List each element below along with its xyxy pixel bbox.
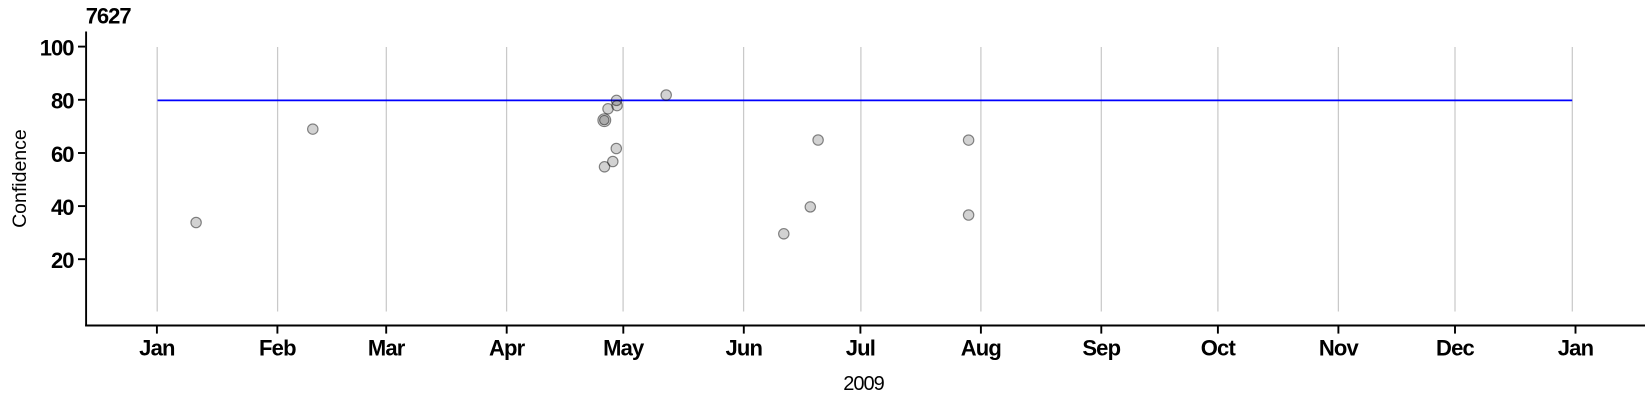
svg-text:80: 80 — [51, 89, 74, 114]
svg-text:100: 100 — [40, 35, 74, 60]
svg-text:Jan: Jan — [1558, 335, 1594, 360]
svg-text:Oct: Oct — [1201, 335, 1237, 360]
svg-text:7627: 7627 — [86, 3, 132, 28]
svg-text:Nov: Nov — [1319, 335, 1360, 360]
svg-text:2009: 2009 — [843, 373, 884, 395]
svg-text:Mar: Mar — [368, 335, 406, 360]
svg-text:60: 60 — [51, 142, 74, 167]
svg-text:Feb: Feb — [259, 335, 296, 360]
svg-text:Apr: Apr — [489, 335, 526, 360]
svg-text:Confidence: Confidence — [9, 129, 31, 228]
svg-text:Sep: Sep — [1082, 335, 1120, 360]
svg-text:Dec: Dec — [1436, 335, 1475, 360]
svg-text:Jun: Jun — [725, 335, 762, 360]
svg-text:Jul: Jul — [846, 335, 875, 360]
svg-text:Aug: Aug — [961, 335, 1001, 360]
svg-text:20: 20 — [51, 248, 74, 273]
svg-text:40: 40 — [51, 195, 74, 220]
svg-text:May: May — [603, 335, 645, 360]
svg-text:Jan: Jan — [139, 335, 175, 360]
